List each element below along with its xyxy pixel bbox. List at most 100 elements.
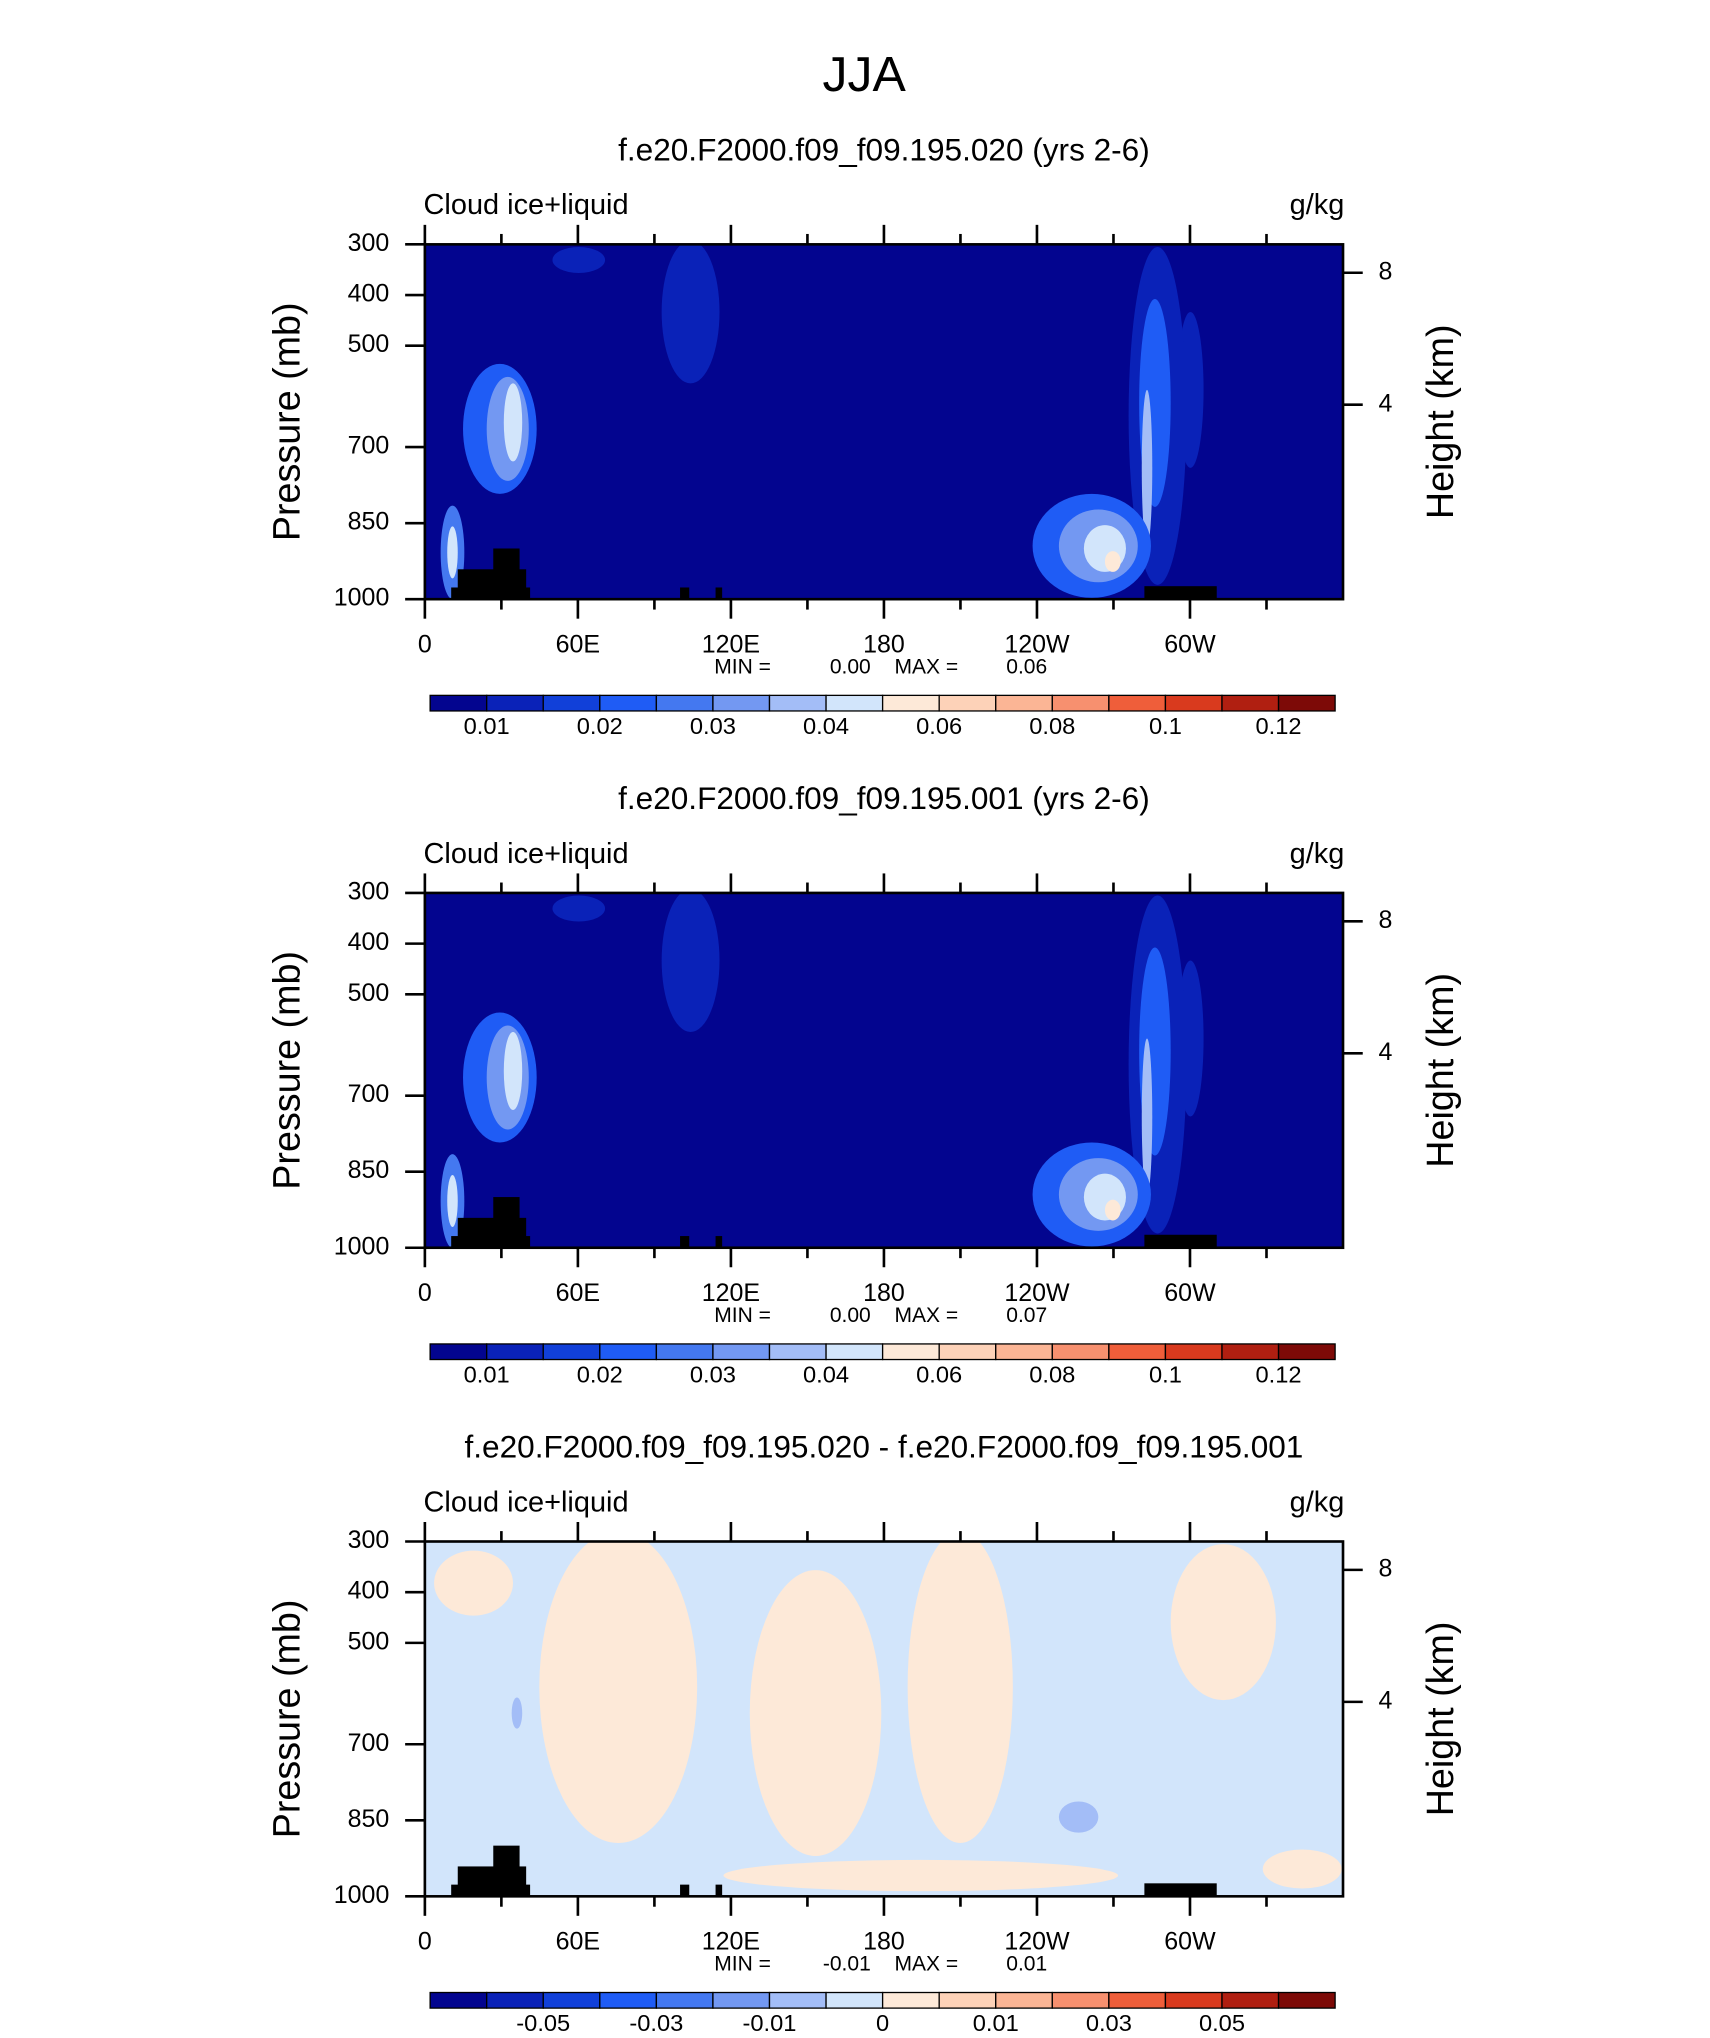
panel: f.e20.F2000.f09_f09.195.020 (yrs 2-6) Clo… (266, 132, 1462, 739)
contour-region (1104, 551, 1121, 572)
y-tick-label: 850 (348, 509, 390, 536)
colorbar-label: -0.01 (743, 2010, 797, 2036)
variable-label: Cloud ice+liquid (424, 1487, 629, 1519)
variable-label: Cloud ice+liquid (424, 189, 629, 221)
colorbar-box (938, 1343, 997, 1361)
colorbar-box (486, 694, 544, 712)
land-mask (680, 587, 690, 600)
x-tick-label: 60W (1164, 1929, 1216, 1956)
colorbar-label: 0.12 (1256, 1362, 1302, 1388)
colorbar-box (825, 694, 884, 712)
y2-tick-label: 8 (1379, 907, 1393, 934)
y-tick-label: 1000 (334, 1233, 390, 1260)
contour-region (661, 892, 720, 1032)
colorbar-label: 0.02 (577, 1362, 623, 1388)
colorbar-label: 0.1 (1149, 1362, 1182, 1388)
land-mask (1144, 586, 1217, 600)
colorbar-label: 0.04 (803, 1362, 849, 1388)
land-mask (1144, 1883, 1217, 1897)
contour-region (503, 383, 523, 462)
colorbar-box (712, 694, 771, 712)
y-tick-label: 850 (348, 1806, 390, 1833)
colorbar-box (768, 694, 827, 712)
colorbar-box (712, 1991, 771, 2009)
colorbar-box (655, 694, 714, 712)
colorbar-label: 0.06 (916, 713, 962, 739)
y2-axis-label: Height (km) (1420, 324, 1462, 519)
min-text: MIN = (714, 1953, 771, 1976)
contour-region (723, 1859, 1119, 1892)
colorbar-box (655, 1991, 714, 2009)
colorbar-box (938, 1991, 997, 2009)
colorbar-label: 0.1 (1149, 713, 1182, 739)
x-tick-label: 120W (1004, 1280, 1070, 1307)
y-tick-label: 300 (348, 1527, 390, 1554)
contour-region (552, 895, 606, 922)
colorbar-box (655, 1343, 714, 1361)
contour-region (1141, 389, 1153, 546)
y2-tick-label: 8 (1379, 258, 1393, 285)
y-tick-label: 400 (348, 929, 390, 956)
colorbar-box (599, 694, 658, 712)
colorbar-box (1051, 1991, 1110, 2009)
y2-tick-label: 4 (1379, 1688, 1393, 1715)
contour-field (424, 244, 1344, 600)
contour-field (424, 892, 1344, 1248)
x-tick-label: 60E (556, 632, 600, 659)
x-tick-label: 120W (1004, 632, 1070, 659)
y-tick-label: 1000 (334, 1882, 390, 1909)
contour-region (539, 1541, 698, 1843)
y-tick-label: 500 (348, 980, 390, 1007)
colorbar-label: 0 (876, 2010, 889, 2036)
colorbar-label: 0.05 (1199, 2010, 1245, 2036)
contour-region (1262, 1849, 1342, 1889)
land-mask (493, 1197, 520, 1248)
field-background (424, 244, 1344, 600)
y-axis-label: Pressure (mb) (266, 1600, 308, 1839)
min-text: MIN = (714, 656, 771, 679)
land-mask (715, 1884, 723, 1897)
contour-region (1058, 1801, 1099, 1833)
x-tick-label: 180 (863, 632, 905, 659)
x-tick-label: 60E (556, 1280, 600, 1307)
colorbar-label: 0.01 (464, 1362, 510, 1388)
x-tick-label: 0 (418, 1929, 432, 1956)
colorbar-box (542, 694, 601, 712)
y-axis-label: Pressure (mb) (266, 951, 308, 1190)
colorbar-label: 0.01 (973, 2010, 1019, 2036)
y2-axis-label: Height (km) (1420, 973, 1462, 1168)
land-mask (1144, 1234, 1217, 1248)
colorbar-label: 0.06 (916, 1362, 962, 1388)
min-value: -0.01 (823, 1953, 871, 1976)
contour-region (1170, 1544, 1276, 1701)
colorbar-box (881, 1991, 940, 2009)
colorbar-box (768, 1343, 827, 1361)
land-mask (680, 1236, 690, 1248)
y2-tick-label: 4 (1379, 1039, 1393, 1066)
colorbar-label: -0.05 (516, 2010, 570, 2036)
colorbar-box (429, 1343, 488, 1361)
colorbar-box (1277, 1343, 1336, 1361)
contour-region (503, 1031, 523, 1110)
variable-label: Cloud ice+liquid (424, 838, 629, 870)
y-tick-label: 300 (348, 879, 390, 906)
land-mask (715, 587, 723, 600)
colorbar-box (825, 1991, 884, 2009)
x-tick-label: 180 (863, 1929, 905, 1956)
y2-tick-label: 8 (1379, 1556, 1393, 1583)
colorbar-box (768, 1991, 827, 2009)
x-tick-label: 120E (702, 1280, 760, 1307)
colorbar-box (1221, 1991, 1280, 2009)
colorbar-label: 0.03 (690, 713, 736, 739)
colorbar-box (486, 1991, 544, 2009)
contour-region (447, 1174, 458, 1227)
colorbar-box (995, 1991, 1053, 2009)
min-value: 0.00 (830, 1304, 871, 1327)
x-tick-label: 120E (702, 632, 760, 659)
colorbar-box (599, 1991, 658, 2009)
y-tick-label: 700 (348, 433, 390, 460)
contour-region (907, 1541, 1013, 1843)
y-tick-label: 1000 (334, 585, 390, 612)
x-tick-label: 120W (1004, 1929, 1070, 1956)
x-tick-label: 0 (418, 1280, 432, 1307)
